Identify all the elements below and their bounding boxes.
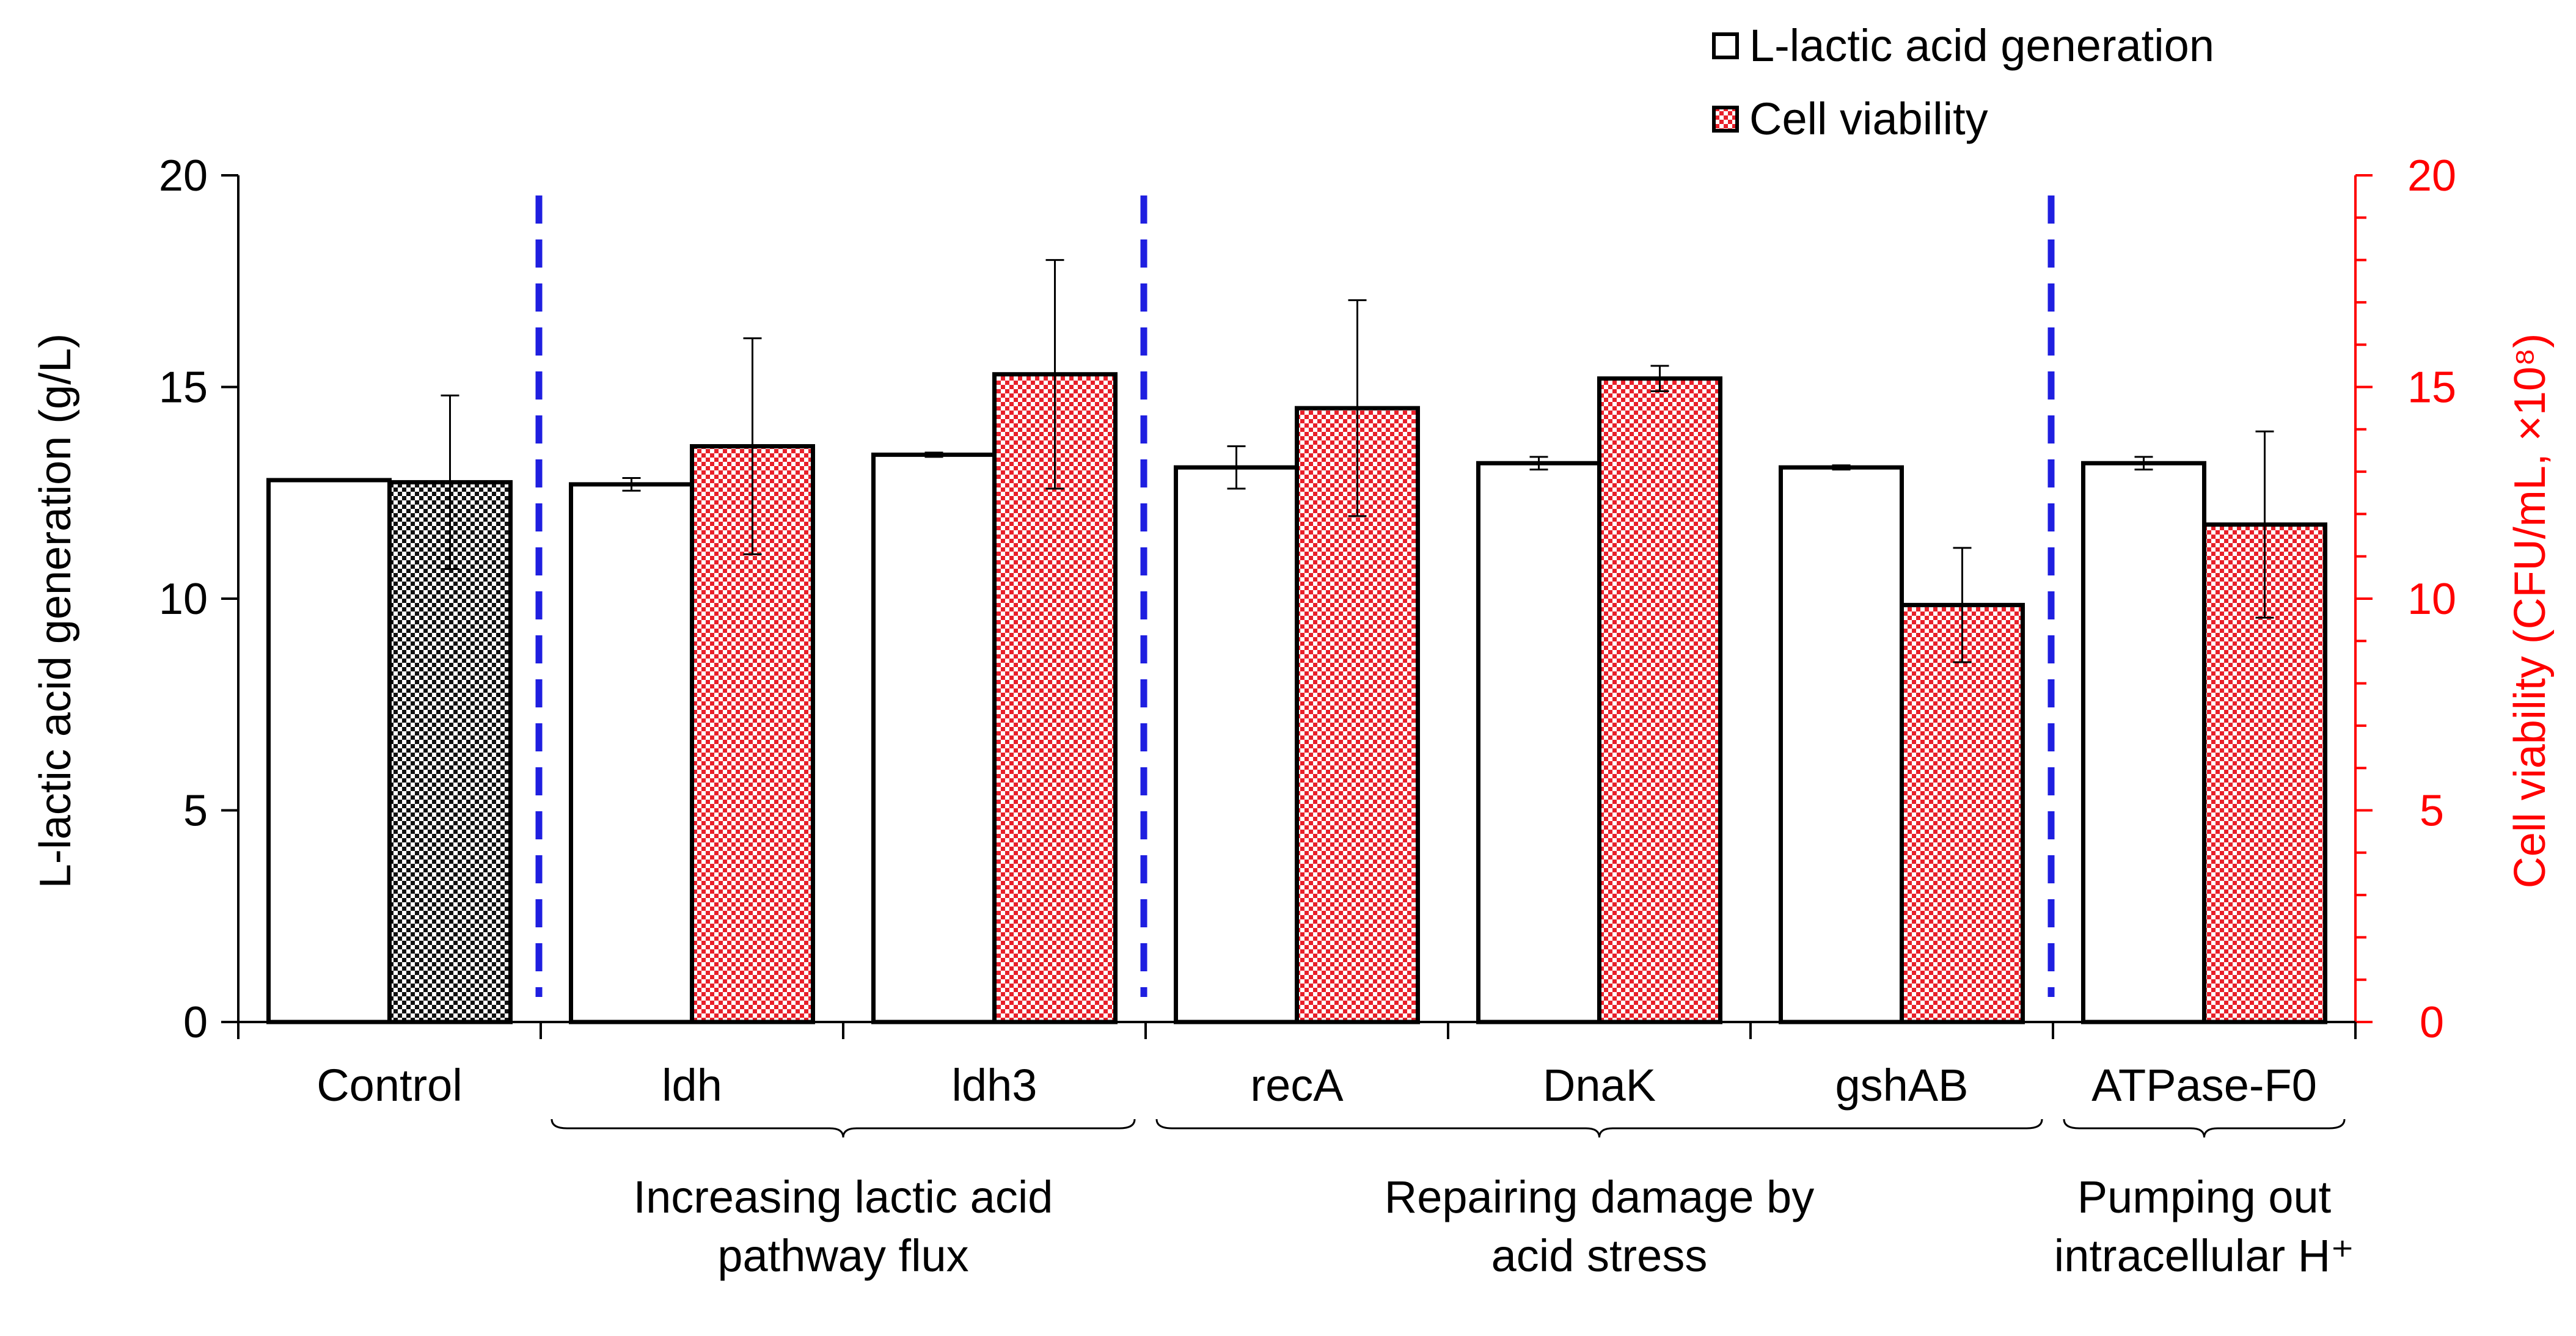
legend-label: L-lactic acid generation [1749,20,2214,71]
category-label: ATPase-F0 [2091,1060,2317,1111]
category-label: ldh3 [952,1060,1037,1111]
lactic-acid-bar [1476,461,1601,1024]
left-tick-label: 15 [159,363,208,412]
lactic-acid-bar [871,452,997,1024]
group-brace [551,1119,1136,1138]
lactic-acid-bar [1174,465,1299,1024]
group-label: acid stress [1491,1230,1708,1281]
right-axis-title: Cell viability (CFU/mL, ×10⁸) [2506,334,2555,889]
category-label: DnaK [1543,1060,1656,1111]
lactic-acid-bar [2081,461,2206,1024]
cell-viability-bar [1597,376,1722,1024]
left-axis-title: L-lactic acid generation (g/L) [31,334,80,888]
cell-viability-bar [387,480,513,1024]
legend-label: Cell viability [1749,93,1988,144]
legend-swatch-lactic-acid [1712,32,1739,59]
right-tick-label: 20 [2407,151,2456,200]
left-tick-label: 5 [183,787,208,836]
right-tick-label: 5 [2420,787,2444,836]
category-label: ldh [662,1060,722,1111]
left-tick-label: 20 [159,151,208,200]
category-label: Control [317,1060,463,1111]
cell-viability-bar [1900,602,2025,1024]
right-tick-label: 10 [2407,575,2456,624]
left-tick-label: 10 [159,575,208,624]
group-label: Pumping out [2077,1172,2332,1222]
group-label: Repairing damage by [1385,1172,1814,1222]
category-label: recA [1250,1060,1344,1111]
group-brace [1155,1119,2043,1138]
group-label: Increasing lactic acid [634,1172,1053,1222]
group-brace [2063,1119,2346,1138]
lactic-acid-bar [266,478,392,1024]
lactic-acid-bar [1779,465,1904,1024]
right-tick-label: 15 [2407,363,2456,412]
right-tick-label: 0 [2420,998,2444,1047]
category-label: gshAB [1835,1060,1968,1111]
lactic-acid-bar [569,482,694,1024]
group-label: pathway flux [717,1230,968,1281]
legend-swatch-cell-viability [1712,106,1739,133]
group-label: intracellular H⁺ [2054,1230,2354,1281]
left-tick-label: 0 [183,998,208,1047]
